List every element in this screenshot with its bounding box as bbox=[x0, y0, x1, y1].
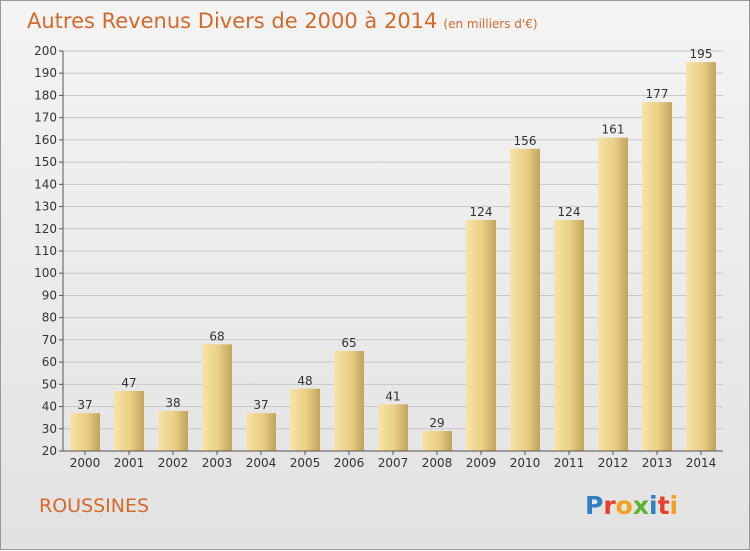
logo-letter: o bbox=[615, 491, 633, 520]
bar-2014 bbox=[686, 62, 716, 451]
y-tick-label: 180 bbox=[34, 88, 57, 102]
x-tick-label: 2014 bbox=[686, 456, 717, 470]
bar-2007 bbox=[378, 404, 408, 451]
y-tick-label: 170 bbox=[34, 111, 57, 125]
value-label: 48 bbox=[297, 374, 312, 388]
value-label: 38 bbox=[165, 396, 180, 410]
y-tick-label: 120 bbox=[34, 222, 57, 236]
y-tick-label: 70 bbox=[42, 333, 57, 347]
value-label: 41 bbox=[385, 389, 400, 403]
bar-2001 bbox=[114, 391, 144, 451]
bar-2013 bbox=[642, 102, 672, 451]
value-label: 68 bbox=[209, 329, 224, 343]
y-tick-label: 30 bbox=[42, 422, 57, 436]
chart-title: Autres Revenus Divers de 2000 à 2014 (en … bbox=[27, 9, 538, 33]
x-tick-label: 2009 bbox=[466, 456, 497, 470]
bar-2010 bbox=[510, 148, 540, 451]
value-label: 37 bbox=[77, 398, 92, 412]
x-tick-label: 2008 bbox=[422, 456, 453, 470]
bar-2012 bbox=[598, 137, 628, 451]
y-tick-label: 140 bbox=[34, 177, 57, 191]
x-tick-label: 2003 bbox=[202, 456, 233, 470]
x-tick-label: 2000 bbox=[70, 456, 101, 470]
y-tick-label: 200 bbox=[34, 44, 57, 58]
y-tick-label: 100 bbox=[34, 266, 57, 280]
title-text: Autres Revenus Divers de 2000 à 2014 bbox=[27, 9, 438, 33]
x-tick-label: 2007 bbox=[378, 456, 409, 470]
location-label: ROUSSINES bbox=[39, 495, 150, 517]
y-tick-label: 90 bbox=[42, 288, 57, 302]
x-tick-label: 2004 bbox=[246, 456, 277, 470]
x-tick-label: 2002 bbox=[158, 456, 189, 470]
value-label: 29 bbox=[429, 416, 444, 430]
value-label: 161 bbox=[602, 123, 625, 137]
y-tick-label: 80 bbox=[42, 311, 57, 325]
logo-letter: x bbox=[632, 491, 649, 520]
logo-letter: t bbox=[657, 491, 670, 520]
x-tick-label: 2010 bbox=[510, 456, 541, 470]
bar-2009 bbox=[466, 219, 496, 451]
value-label: 124 bbox=[558, 205, 581, 219]
y-tick-label: 60 bbox=[42, 355, 57, 369]
title-unit: (en milliers d'€) bbox=[443, 17, 538, 31]
x-tick-label: 2011 bbox=[554, 456, 585, 470]
value-label: 124 bbox=[470, 205, 493, 219]
y-tick-label: 150 bbox=[34, 155, 57, 169]
y-tick-label: 110 bbox=[34, 244, 57, 258]
y-tick-label: 50 bbox=[42, 377, 57, 391]
value-label: 37 bbox=[253, 398, 268, 412]
logo-letter: i bbox=[669, 491, 679, 520]
bar-2002 bbox=[158, 411, 188, 451]
bar-2006 bbox=[334, 351, 364, 451]
value-label: 177 bbox=[646, 87, 669, 101]
x-tick-label: 2005 bbox=[290, 456, 321, 470]
bars: 37 47 38 68 37 48 65 41 29 124 156 124 161 177 195 bbox=[70, 47, 716, 451]
value-label: 65 bbox=[341, 336, 356, 350]
value-label: 195 bbox=[690, 47, 713, 61]
x-tick-label: 2012 bbox=[598, 456, 629, 470]
y-tick-label: 40 bbox=[42, 400, 57, 414]
proxiti-logo[interactable]: Proxiti bbox=[585, 491, 678, 520]
logo-letter: r bbox=[603, 491, 616, 520]
value-label: 156 bbox=[514, 134, 537, 148]
bar-2005 bbox=[290, 388, 320, 451]
x-tick-label: 2013 bbox=[642, 456, 673, 470]
bar-2004 bbox=[246, 413, 276, 451]
bar-2003 bbox=[202, 344, 232, 451]
bar-2008 bbox=[422, 431, 452, 451]
logo-letter: P bbox=[585, 491, 604, 520]
value-label: 47 bbox=[121, 376, 136, 390]
y-tick-label: 20 bbox=[42, 444, 57, 458]
x-tick-label: 2001 bbox=[114, 456, 145, 470]
y-tick-label: 160 bbox=[34, 133, 57, 147]
logo-letter: i bbox=[649, 491, 658, 520]
x-tick-label: 2006 bbox=[334, 456, 365, 470]
y-tick-label: 190 bbox=[34, 66, 57, 80]
y-tick-label: 130 bbox=[34, 200, 57, 214]
bar-2011 bbox=[554, 219, 584, 451]
bar-2000 bbox=[70, 413, 100, 451]
axes: 20 30 40 50 60 70 80 90 100 110 120 130 140 150 160 170… bbox=[34, 44, 723, 470]
